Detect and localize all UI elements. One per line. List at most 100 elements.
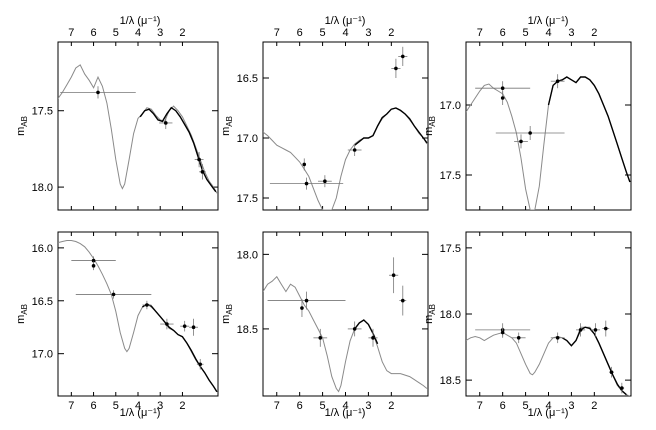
photometry-point xyxy=(391,58,401,78)
photometry-marker xyxy=(528,131,532,135)
plot-area xyxy=(466,74,631,210)
x-tick-label: 4 xyxy=(342,400,348,412)
model-spectrum-line xyxy=(58,64,218,194)
x-tick-label: 6 xyxy=(297,27,303,39)
photometry-point xyxy=(500,327,505,338)
photometry-marker xyxy=(500,330,505,335)
photometry-marker xyxy=(318,336,323,340)
x-tick-label: 5 xyxy=(320,400,326,412)
plot-frame xyxy=(262,41,429,211)
plot-frame xyxy=(465,231,632,397)
photometry-marker xyxy=(555,79,560,83)
photometry-marker xyxy=(111,292,116,297)
plot-frame xyxy=(465,41,632,211)
photometry-marker xyxy=(304,181,309,186)
x-tick-label: 4 xyxy=(135,27,141,39)
x-tick-label: 3 xyxy=(365,27,371,39)
observed-spectrum-line xyxy=(561,326,627,396)
photometry-point xyxy=(159,116,173,130)
panel-top-right: 7 6 5 4 3 2 17.0 17.5 mAB xyxy=(423,27,632,211)
figure-top-xlabels: 1/λ (μ⁻¹) 1/λ (μ⁻¹) 1/λ (μ⁻¹) xyxy=(120,15,569,27)
photometry-marker xyxy=(578,328,583,332)
y-tick-label: 17.5 xyxy=(237,193,258,205)
photometry-marker xyxy=(400,54,405,59)
y-tick-label: 18.5 xyxy=(237,324,258,336)
x-tick-label: 3 xyxy=(568,27,574,39)
x-tick-label: 6 xyxy=(500,27,506,39)
plot-area xyxy=(58,240,218,393)
photometry-marker xyxy=(555,336,560,340)
y-tick-label: 17.0 xyxy=(440,100,461,112)
photometry-marker xyxy=(163,121,168,125)
y-tick-label: 17.5 xyxy=(440,170,461,182)
x-tick-label: 5 xyxy=(113,400,119,412)
x-tick-label: 3 xyxy=(157,27,163,39)
y-tick-label: 16.0 xyxy=(32,243,53,255)
photometry-point xyxy=(368,328,378,347)
x-tick-label: 5 xyxy=(523,27,529,39)
x-tick-label: 2 xyxy=(388,400,394,412)
x-tick-label: 3 xyxy=(568,400,574,412)
photometry-point xyxy=(590,323,601,337)
y-tick-label: 17.5 xyxy=(440,243,461,255)
photometry-point xyxy=(160,318,174,330)
photometry-marker xyxy=(145,303,149,307)
y-tick-label: 18.5 xyxy=(440,375,461,387)
model-spectrum-line xyxy=(58,240,218,393)
photometry-point xyxy=(500,91,505,105)
y-tick-label: 18.0 xyxy=(237,249,258,261)
photometry-marker xyxy=(191,325,196,330)
x-tick-label: 6 xyxy=(500,400,506,412)
photometry-point xyxy=(495,126,565,140)
x-tick-label: 2 xyxy=(591,27,597,39)
photometry-point xyxy=(75,290,152,299)
x-tick-label: 4 xyxy=(342,27,348,39)
photometry-point xyxy=(619,382,625,394)
y-axis-title: mAB xyxy=(15,116,29,136)
x-tick-label: 6 xyxy=(297,400,303,412)
top-xlabel-left: 1/λ (μ⁻¹) xyxy=(120,15,161,27)
photometry-marker xyxy=(500,96,505,100)
photometry-point xyxy=(199,164,206,180)
photometry-marker xyxy=(371,336,375,340)
photometry-marker xyxy=(91,264,96,268)
photometry-marker xyxy=(200,170,205,174)
photometry-marker xyxy=(198,362,203,367)
photometry-marker xyxy=(593,328,598,332)
plot-area xyxy=(58,64,218,194)
x-tick-label: 2 xyxy=(179,400,185,412)
photometry-point xyxy=(602,320,610,337)
panel-bottom-left: 7 6 5 4 3 2 16.0 16.5 17.0 mAB xyxy=(15,231,219,412)
observed-spectrum-line xyxy=(141,303,218,393)
photometry-point xyxy=(60,86,136,99)
plot-area xyxy=(263,46,428,210)
plot-frame xyxy=(262,231,429,397)
photometry-point xyxy=(196,358,204,370)
photometry-point xyxy=(389,257,399,294)
bottom-xlabel-middle: 1/λ (μ⁻¹) xyxy=(325,407,366,419)
observed-spectrum-line xyxy=(547,76,631,183)
model-spectrum-line xyxy=(466,76,631,210)
photometry-marker xyxy=(182,324,187,328)
photometry-marker xyxy=(603,326,608,331)
y-tick-label: 17.0 xyxy=(237,133,258,145)
model-spectrum-line xyxy=(263,107,428,210)
photometry-marker xyxy=(165,322,169,326)
photometry-marker xyxy=(391,273,396,278)
observed-spectrum-line xyxy=(354,107,428,146)
photometry-marker xyxy=(352,327,357,331)
y-tick-label: 16.5 xyxy=(237,73,258,85)
photometry-marker xyxy=(302,162,307,167)
photometry-marker xyxy=(519,139,523,144)
x-tick-label: 7 xyxy=(68,27,74,39)
y-axis-title: mAB xyxy=(423,304,437,324)
y-axis-title: mAB xyxy=(220,304,234,324)
model-spectrum-line xyxy=(466,326,631,396)
x-tick-label: 5 xyxy=(320,27,326,39)
y-tick-label: 17.0 xyxy=(32,349,53,361)
x-tick-label: 7 xyxy=(274,27,280,39)
photometry-point xyxy=(576,323,586,337)
y-tick-label: 18.0 xyxy=(32,182,53,194)
